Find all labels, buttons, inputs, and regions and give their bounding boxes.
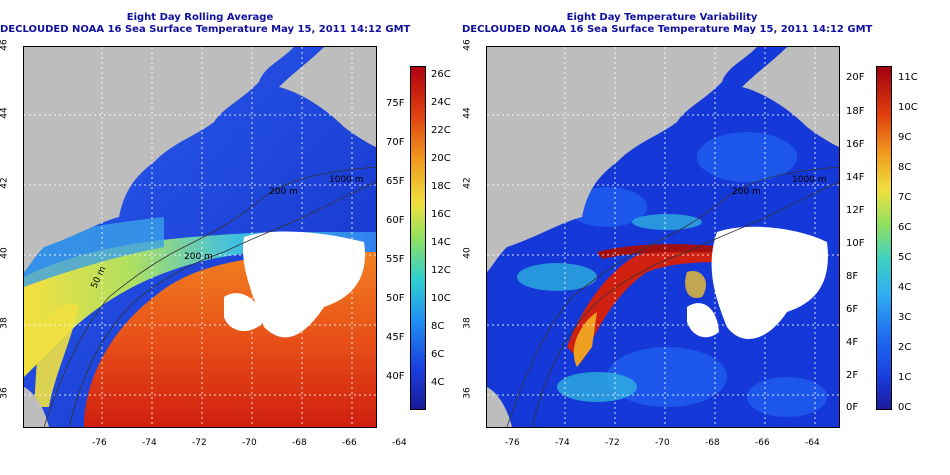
left-cbar-f-55: 55F <box>386 254 405 265</box>
left-cbar-c-6: 6C <box>431 349 445 360</box>
right-cbar-f-6: 6F <box>846 304 859 315</box>
left-cbar-f-70: 70F <box>386 137 405 148</box>
right-contour-label-1000m: 1000 m <box>792 175 827 185</box>
right-cbar-c-5: 5C <box>898 252 912 263</box>
left-slope-water <box>24 232 376 377</box>
right-variability-map: 200 m 1000 m <box>486 46 840 428</box>
right-contour-label-200m: 200 m <box>732 187 761 197</box>
right-bathymetry-contours <box>506 166 839 427</box>
left-contour-label-200m-a: 200 m <box>184 252 213 262</box>
left-lat-40: 40 <box>0 247 10 259</box>
left-cbar-c-8: 8C <box>431 321 445 332</box>
right-lon-76: -76 <box>505 438 520 448</box>
right-cbar-f-4: 4F <box>846 337 859 348</box>
right-cbar-c-9: 9C <box>898 132 912 143</box>
left-lon-68: -68 <box>292 438 307 448</box>
left-graticule <box>24 47 376 427</box>
left-title-line1: Eight Day Rolling Average <box>126 12 274 23</box>
left-cbar-c-14: 14C <box>431 237 451 248</box>
left-cbar-c-4: 4C <box>431 377 445 388</box>
left-cbar-f-75: 75F <box>386 98 405 109</box>
left-lat-42: 42 <box>0 177 10 189</box>
left-cbar-c-18: 18C <box>431 181 451 192</box>
right-cbar-c-0: 0C <box>898 402 912 413</box>
right-cbar-c-4: 4C <box>898 282 912 293</box>
left-cbar-c-12: 12C <box>431 265 451 276</box>
left-lon-70: -70 <box>242 438 257 448</box>
right-lon-64: -64 <box>805 438 820 448</box>
right-cbar-c-8: 8C <box>898 162 912 173</box>
right-cbar-f-16: 16F <box>846 139 865 150</box>
left-lat-36: 36 <box>0 387 10 399</box>
left-lon-74: -74 <box>142 438 157 448</box>
left-cbar-c-16: 16C <box>431 209 451 220</box>
left-cbar-f-60: 60F <box>386 215 405 226</box>
right-lon-70: -70 <box>655 438 670 448</box>
right-cbar-f-18: 18F <box>846 106 865 117</box>
left-contour-label-1000m: 1000 m <box>329 175 364 185</box>
left-cbar-f-40: 40F <box>386 371 405 382</box>
left-lon-64: -64 <box>392 438 407 448</box>
right-cbar-c-10: 10C <box>898 102 918 113</box>
right-lat-46: 46 <box>462 39 473 51</box>
left-contour-label-200m-b: 200 m <box>269 187 298 197</box>
right-cbar-f-0: 0F <box>846 402 859 413</box>
left-cbar-c-22: 22C <box>431 125 451 136</box>
left-cbar-c-26: 26C <box>431 69 451 80</box>
right-colorbar <box>876 66 892 410</box>
left-lon-76: -76 <box>92 438 107 448</box>
right-lat-40: 40 <box>462 247 473 259</box>
left-cbar-f-50: 50F <box>386 293 405 304</box>
right-lon-66: -66 <box>755 438 770 448</box>
right-cbar-c-2: 2C <box>898 342 912 353</box>
left-cbar-f-45: 45F <box>386 332 405 343</box>
right-lon-68: -68 <box>705 438 720 448</box>
right-cbar-f-12: 12F <box>846 205 865 216</box>
right-cbar-f-14: 14F <box>846 172 865 183</box>
left-cbar-c-24: 24C <box>431 97 451 108</box>
right-cbar-c-1: 1C <box>898 372 912 383</box>
right-lon-72: -72 <box>605 438 620 448</box>
left-lat-44: 44 <box>0 107 10 119</box>
right-lat-44: 44 <box>462 107 473 119</box>
right-cbar-c-7: 7C <box>898 192 912 203</box>
left-cbar-c-10: 10C <box>431 293 451 304</box>
right-cbar-f-2: 2F <box>846 370 859 381</box>
right-title-line1: Eight Day Temperature Variability <box>566 12 758 23</box>
right-land <box>487 47 757 272</box>
left-cloud-mask <box>243 231 365 338</box>
right-title-line2: DECLOUDED NOAA 16 Sea Surface Temperatur… <box>462 24 873 35</box>
right-lat-36: 36 <box>462 387 473 399</box>
left-land <box>24 47 294 272</box>
left-bathymetry-contours <box>43 166 376 427</box>
right-high-variability-front <box>567 248 737 362</box>
left-lon-72: -72 <box>192 438 207 448</box>
right-lat-38: 38 <box>462 317 473 329</box>
right-cbar-f-8: 8F <box>846 271 859 282</box>
right-cbar-f-10: 10F <box>846 238 865 249</box>
left-sst-map: 50 m 200 m 200 m 1000 m <box>23 46 377 428</box>
left-title-line2: DECLOUDED NOAA 16 Sea Surface Temperatur… <box>0 24 411 35</box>
left-lon-66: -66 <box>342 438 357 448</box>
right-cbar-c-6: 6C <box>898 222 912 233</box>
left-lat-38: 38 <box>0 317 10 329</box>
left-lat-46: 46 <box>0 39 10 51</box>
left-colorbar <box>410 66 426 410</box>
right-cbar-f-20: 20F <box>846 72 865 83</box>
left-cbar-f-65: 65F <box>386 176 405 187</box>
right-cbar-c-11: 11C <box>898 72 918 83</box>
left-cbar-c-20: 20C <box>431 153 451 164</box>
right-graticule <box>487 47 839 427</box>
right-lon-74: -74 <box>555 438 570 448</box>
right-cbar-c-3: 3C <box>898 312 912 323</box>
right-lat-42: 42 <box>462 177 473 189</box>
